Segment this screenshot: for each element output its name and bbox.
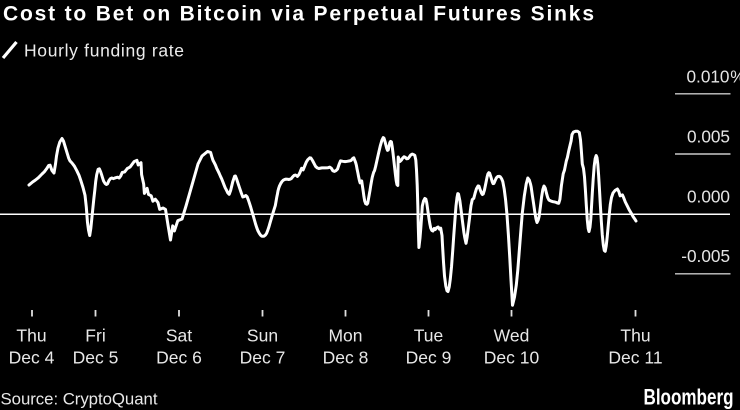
- svg-text:0.000: 0.000: [687, 187, 730, 207]
- svg-text:Fri: Fri: [85, 326, 105, 346]
- svg-text:Tue: Tue: [414, 326, 444, 346]
- svg-text:Dec 9: Dec 9: [406, 348, 452, 368]
- svg-text:Dec 4: Dec 4: [9, 348, 55, 368]
- svg-text:Hourly funding rate: Hourly funding rate: [24, 41, 184, 61]
- svg-text:Dec 11: Dec 11: [608, 348, 662, 368]
- svg-text:Sun: Sun: [247, 326, 278, 346]
- svg-text:Cost to Bet on Bitcoin via Per: Cost to Bet on Bitcoin via Perpetual Fut…: [3, 3, 594, 26]
- svg-text:Thu: Thu: [620, 326, 650, 346]
- svg-text:Dec 8: Dec 8: [323, 348, 369, 368]
- svg-text:Wed: Wed: [494, 326, 530, 346]
- svg-text:Dec 6: Dec 6: [156, 348, 202, 368]
- svg-text:-0.005: -0.005: [681, 246, 730, 266]
- svg-text:Thu: Thu: [16, 326, 46, 346]
- svg-text:Mon: Mon: [328, 326, 362, 346]
- svg-text:%: %: [730, 67, 740, 87]
- svg-text:Sat: Sat: [166, 326, 192, 346]
- svg-text:Dec 7: Dec 7: [240, 348, 286, 368]
- svg-text:Dec 10: Dec 10: [484, 348, 540, 368]
- svg-text:Bloomberg: Bloomberg: [644, 385, 734, 410]
- svg-text:Dec 5: Dec 5: [73, 348, 119, 368]
- svg-text:Source: CryptoQuant: Source: CryptoQuant: [1, 390, 158, 409]
- svg-text:0.005: 0.005: [687, 126, 730, 146]
- svg-text:0.010: 0.010: [686, 67, 729, 87]
